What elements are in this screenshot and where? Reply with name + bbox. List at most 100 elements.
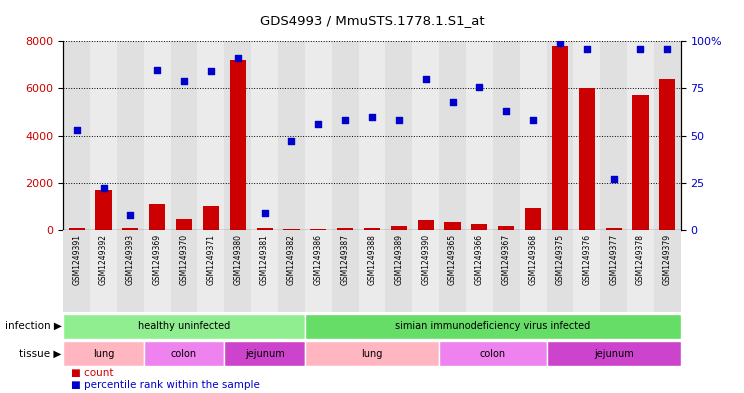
Bar [90, 41, 117, 230]
Bar [579, 88, 595, 230]
Text: jejunum: jejunum [245, 349, 284, 359]
Bar [337, 228, 353, 230]
Point [661, 46, 673, 52]
Bar [606, 228, 622, 230]
Bar [493, 230, 519, 312]
Point [581, 46, 593, 52]
Point [393, 118, 405, 124]
Bar [176, 219, 192, 230]
Bar [493, 41, 519, 230]
Bar [627, 41, 654, 230]
Bar [310, 229, 327, 230]
Bar [519, 230, 547, 312]
Bar [417, 220, 434, 230]
Text: GSM1249379: GSM1249379 [663, 234, 672, 285]
Bar [600, 230, 627, 312]
Text: GSM1249371: GSM1249371 [206, 234, 216, 285]
Point [312, 121, 324, 127]
Bar [225, 41, 251, 230]
Bar [251, 41, 278, 230]
Point [473, 83, 485, 90]
Bar [472, 224, 487, 230]
Point [554, 40, 566, 46]
Point [446, 99, 458, 105]
Bar [574, 230, 600, 312]
Text: GSM1249377: GSM1249377 [609, 234, 618, 285]
Bar [547, 341, 681, 366]
Bar [63, 230, 90, 312]
Point [635, 46, 647, 52]
Point [500, 108, 512, 114]
Bar [654, 41, 681, 230]
Point [286, 138, 298, 144]
Text: simian immunodeficiency virus infected: simian immunodeficiency virus infected [395, 321, 591, 331]
Bar [359, 230, 385, 312]
Text: colon: colon [480, 349, 506, 359]
Text: GSM1249389: GSM1249389 [394, 234, 403, 285]
Bar [225, 341, 305, 366]
Bar [63, 314, 305, 338]
Point [366, 114, 378, 120]
Text: GSM1249391: GSM1249391 [72, 234, 81, 285]
Text: GSM1249375: GSM1249375 [556, 234, 565, 285]
Text: GSM1249393: GSM1249393 [126, 234, 135, 285]
Bar [305, 314, 681, 338]
Text: infection ▶: infection ▶ [5, 321, 62, 331]
Bar [203, 206, 219, 230]
Bar [466, 230, 493, 312]
Bar [439, 341, 547, 366]
Text: GSM1249381: GSM1249381 [260, 234, 269, 285]
Text: ■ percentile rank within the sample: ■ percentile rank within the sample [71, 380, 260, 390]
Bar [170, 41, 197, 230]
Text: GSM1249392: GSM1249392 [99, 234, 108, 285]
Bar [525, 208, 541, 230]
Bar [283, 229, 300, 230]
Bar [600, 41, 627, 230]
Text: lung: lung [362, 349, 382, 359]
Bar [574, 41, 600, 230]
Bar [444, 222, 461, 230]
Text: GSM1249366: GSM1249366 [475, 234, 484, 285]
Point [71, 127, 83, 133]
Text: jejunum: jejunum [594, 349, 633, 359]
Bar [68, 228, 85, 230]
Text: healthy uninfected: healthy uninfected [138, 321, 230, 331]
Bar [359, 41, 385, 230]
Bar [332, 41, 359, 230]
Bar [90, 230, 117, 312]
Bar [278, 230, 305, 312]
Bar [63, 341, 144, 366]
Text: GSM1249386: GSM1249386 [314, 234, 323, 285]
Text: GSM1249390: GSM1249390 [421, 234, 430, 285]
Text: GDS4993 / MmuSTS.1778.1.S1_at: GDS4993 / MmuSTS.1778.1.S1_at [260, 14, 484, 27]
Bar [257, 228, 272, 230]
Text: GSM1249369: GSM1249369 [153, 234, 161, 285]
Point [259, 210, 271, 216]
Bar [149, 204, 165, 230]
Text: GSM1249367: GSM1249367 [501, 234, 510, 285]
Bar [547, 230, 574, 312]
Bar [144, 41, 170, 230]
Bar [117, 41, 144, 230]
Bar [385, 230, 412, 312]
Point [124, 212, 136, 218]
Point [151, 66, 163, 73]
Bar [385, 41, 412, 230]
Bar [95, 190, 112, 230]
Text: GSM1249388: GSM1249388 [368, 234, 376, 285]
Bar [197, 41, 225, 230]
Text: GSM1249370: GSM1249370 [179, 234, 188, 285]
Text: tissue ▶: tissue ▶ [19, 349, 62, 359]
Bar [197, 230, 225, 312]
Bar [547, 41, 574, 230]
Point [420, 76, 432, 82]
Point [339, 118, 351, 124]
Bar [627, 230, 654, 312]
Bar [659, 79, 676, 230]
Text: GSM1249365: GSM1249365 [448, 234, 457, 285]
Bar [225, 230, 251, 312]
Text: ■ count: ■ count [71, 368, 113, 378]
Point [97, 185, 109, 191]
Bar [391, 226, 407, 230]
Bar [144, 230, 170, 312]
